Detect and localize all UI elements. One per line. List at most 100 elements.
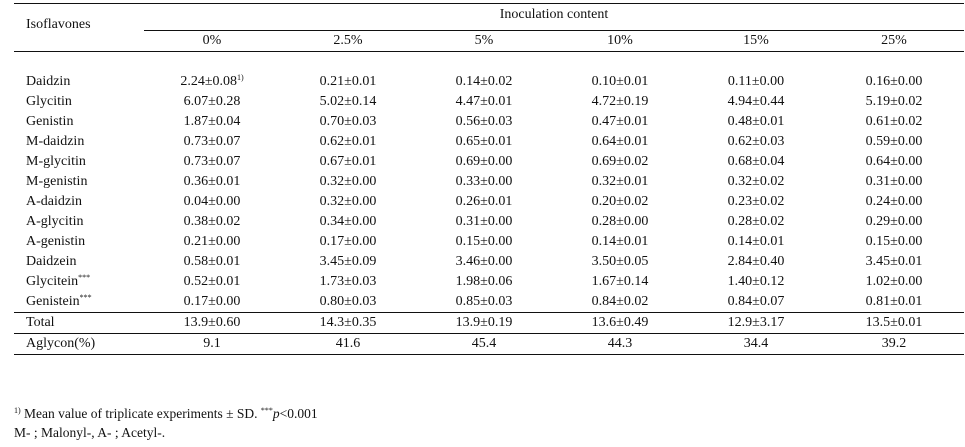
aglycon-value: 44.3	[552, 332, 688, 355]
value-cell: 0.47±0.01	[552, 112, 688, 132]
value-cell: 1.98±0.06	[416, 272, 552, 292]
value-cell: 0.14±0.01	[552, 232, 688, 252]
isoflavone-name-cell: M-daidzin	[14, 132, 144, 152]
value-cell: 0.04±0.00	[144, 192, 280, 212]
table-row: Daidzein 0.58±0.01 3.45±0.09 3.46±0.00 3.50±…	[14, 252, 964, 272]
significance-marker: ***	[79, 292, 92, 302]
value-cell: 0.24±0.00	[824, 192, 964, 212]
value-cell: 0.69±0.00	[416, 152, 552, 172]
value-text: 0.48±0.01	[727, 113, 785, 129]
value-text: 0.28±0.02	[727, 213, 785, 229]
value-cell: 0.58±0.01	[144, 252, 280, 272]
value-text: 0.70±0.03	[319, 113, 377, 129]
value-cell: 0.32±0.02	[688, 172, 824, 192]
value-cell: 0.15±0.00	[416, 232, 552, 252]
value-text: 3.50±0.05	[591, 253, 649, 269]
isoflavone-name: Genistin	[26, 113, 74, 129]
value-text: 0.31±0.00	[455, 213, 513, 229]
isoflavone-name-cell: M-glycitin	[14, 152, 144, 172]
value-cell: 0.15±0.00	[824, 232, 964, 252]
aglycon-row: Aglycon(%) 9.1 41.6 45.4 44.3 34.4 39.2	[14, 332, 964, 355]
value-text: 0.23±0.02	[727, 193, 785, 209]
value-text: 1.73±0.03	[319, 273, 377, 289]
isoflavone-name: A-daidzin	[26, 193, 82, 209]
isoflavone-name: Daidzein	[26, 253, 77, 269]
value-text: 4.72±0.19	[591, 93, 649, 109]
value-cell: 0.23±0.02	[688, 192, 824, 212]
value-text: 0.28±0.00	[591, 213, 649, 229]
value-text: 1.40±0.12	[727, 273, 785, 289]
value-cell: 0.68±0.04	[688, 152, 824, 172]
value-text: 0.14±0.01	[591, 233, 649, 249]
value-text: 2.84±0.40	[727, 253, 785, 269]
footnote-marker: 1)	[237, 72, 244, 82]
value-cell: 0.17±0.00	[144, 292, 280, 313]
value-cell: 4.94±0.44	[688, 92, 824, 112]
table-row: M-glycitin 0.73±0.07 0.67±0.01 0.69±0.00 0.6…	[14, 152, 964, 172]
value-cell: 0.21±0.01	[280, 72, 416, 92]
isoflavone-name-cell: Daidzin	[14, 72, 144, 92]
value-text: 0.62±0.03	[727, 133, 785, 149]
value-text: 0.58±0.01	[183, 253, 241, 269]
value-text: 0.29±0.00	[865, 213, 923, 229]
aglycon-label: Aglycon(%)	[14, 332, 144, 355]
isoflavone-name: M-genistin	[26, 173, 88, 189]
total-label: Total	[14, 311, 144, 333]
row-header-spacer	[14, 30, 144, 51]
value-text: 3.45±0.01	[865, 253, 923, 269]
isoflavone-name-cell: M-genistin	[14, 172, 144, 192]
value-text: 1.02±0.00	[865, 273, 923, 289]
value-cell: 0.73±0.07	[144, 152, 280, 172]
footnotes: 1) Mean value of triplicate experiments …	[14, 404, 318, 442]
total-value: 13.9±0.19	[416, 311, 552, 333]
value-cell: 0.61±0.02	[824, 112, 964, 132]
table-row: Genistein*** 0.17±0.00 0.80±0.03 0.85±0.03 0…	[14, 292, 964, 313]
value-cell: 0.32±0.01	[552, 172, 688, 192]
value-cell: 0.84±0.07	[688, 292, 824, 313]
value-cell: 0.56±0.03	[416, 112, 552, 132]
value-cell: 5.19±0.02	[824, 92, 964, 112]
value-cell: 0.64±0.01	[552, 132, 688, 152]
value-cell: 0.70±0.03	[280, 112, 416, 132]
value-cell: 3.45±0.09	[280, 252, 416, 272]
value-text: 0.11±0.00	[727, 73, 785, 89]
value-text: 0.32±0.00	[319, 173, 377, 189]
value-cell: 0.16±0.00	[824, 72, 964, 92]
value-cell: 0.14±0.02	[416, 72, 552, 92]
value-text: 1.98±0.06	[455, 273, 513, 289]
aglycon-value: 41.6	[280, 332, 416, 355]
value-text: 0.33±0.00	[455, 173, 513, 189]
value-cell: 0.52±0.01	[144, 272, 280, 292]
aglycon-value: 34.4	[688, 332, 824, 355]
total-value: 13.6±0.49	[552, 311, 688, 333]
header-row-group: Isoflavones Inoculation content	[14, 3, 964, 32]
isoflavone-name: Glycitin	[26, 93, 72, 109]
value-cell: 0.34±0.00	[280, 212, 416, 232]
total-value: 13.9±0.60	[144, 311, 280, 333]
value-text: 0.61±0.02	[865, 113, 923, 129]
significance-marker: ***	[78, 272, 91, 282]
isoflavone-name: Genistein	[26, 293, 80, 309]
value-text: 0.84±0.07	[727, 293, 785, 309]
value-text: 0.04±0.00	[183, 193, 241, 209]
value-cell: 0.73±0.07	[144, 132, 280, 152]
value-text: 0.52±0.01	[183, 273, 241, 289]
table-row: M-genistin 0.36±0.01 0.32±0.00 0.33±0.00 0.3…	[14, 172, 964, 192]
value-text: 0.21±0.01	[319, 73, 377, 89]
value-cell: 0.80±0.03	[280, 292, 416, 313]
column-header: 0%	[144, 29, 280, 51]
value-cell: 0.65±0.01	[416, 132, 552, 152]
table-row: Glycitin 6.07±0.28 5.02±0.14 4.47±0.01 4.72±…	[14, 92, 964, 112]
value-text: 0.65±0.01	[455, 133, 513, 149]
column-header: 5%	[416, 29, 552, 51]
value-text: 4.47±0.01	[455, 93, 513, 109]
value-cell: 1.73±0.03	[280, 272, 416, 292]
total-value: 14.3±0.35	[280, 311, 416, 333]
value-text: 0.14±0.02	[455, 73, 513, 89]
value-cell: 3.46±0.00	[416, 252, 552, 272]
total-value: 12.9±3.17	[688, 311, 824, 333]
value-cell: 1.40±0.12	[688, 272, 824, 292]
value-cell: 0.38±0.02	[144, 212, 280, 232]
isoflavone-name: Daidzin	[26, 73, 71, 89]
value-text: 0.80±0.03	[319, 293, 377, 309]
